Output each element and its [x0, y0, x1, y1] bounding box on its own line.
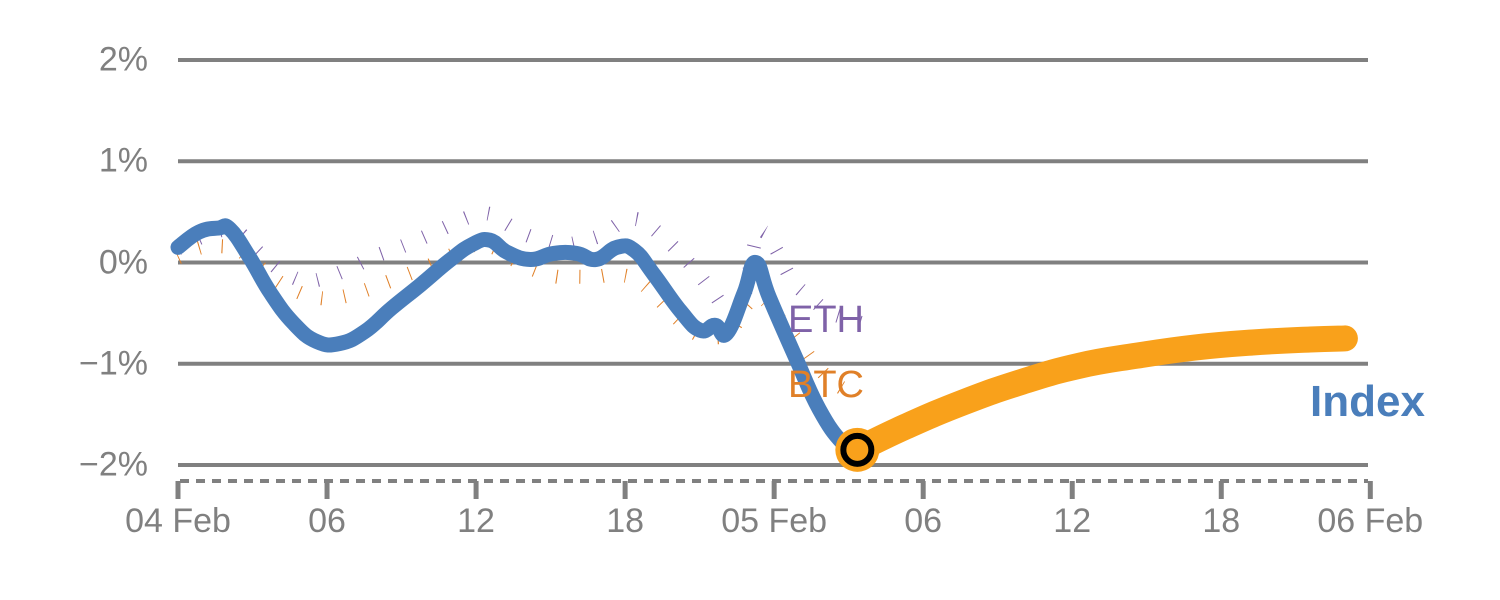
y-tick-label-1: 1%	[98, 141, 148, 180]
series-label-btc: BTC	[788, 364, 864, 406]
forecast-start-marker	[835, 427, 880, 472]
y-tick-label-2: 0%	[98, 243, 148, 281]
x-tick-label-5: 06	[904, 502, 943, 540]
x-tick-label-0: 04 Feb	[125, 502, 231, 540]
x-tick-label-6: 12	[1053, 502, 1092, 540]
y-tick-label-0: 2%	[98, 40, 148, 79]
x-tick-label-4: 05 Feb	[721, 502, 828, 540]
x-tick-label-7: 18	[1202, 502, 1241, 540]
series-line-index	[170, 218, 865, 458]
data-series	[170, 206, 1358, 463]
y-tick-label-3: −1%	[79, 344, 148, 383]
x-tick-label-3: 18	[606, 502, 645, 540]
marker-black-ring	[840, 432, 875, 467]
series-label-eth: ETH	[788, 299, 864, 341]
gridlines	[178, 58, 1368, 467]
x-tick-label-1: 06	[308, 502, 346, 540]
x-axis	[175, 479, 1373, 499]
series-line-forecast	[844, 325, 1358, 463]
x-tick-label-8: 06 Feb	[1317, 502, 1424, 540]
y-tick-label-4: −2%	[79, 445, 148, 484]
series-label-index: Index	[1310, 377, 1425, 426]
x-tick-label-2: 12	[457, 502, 495, 540]
